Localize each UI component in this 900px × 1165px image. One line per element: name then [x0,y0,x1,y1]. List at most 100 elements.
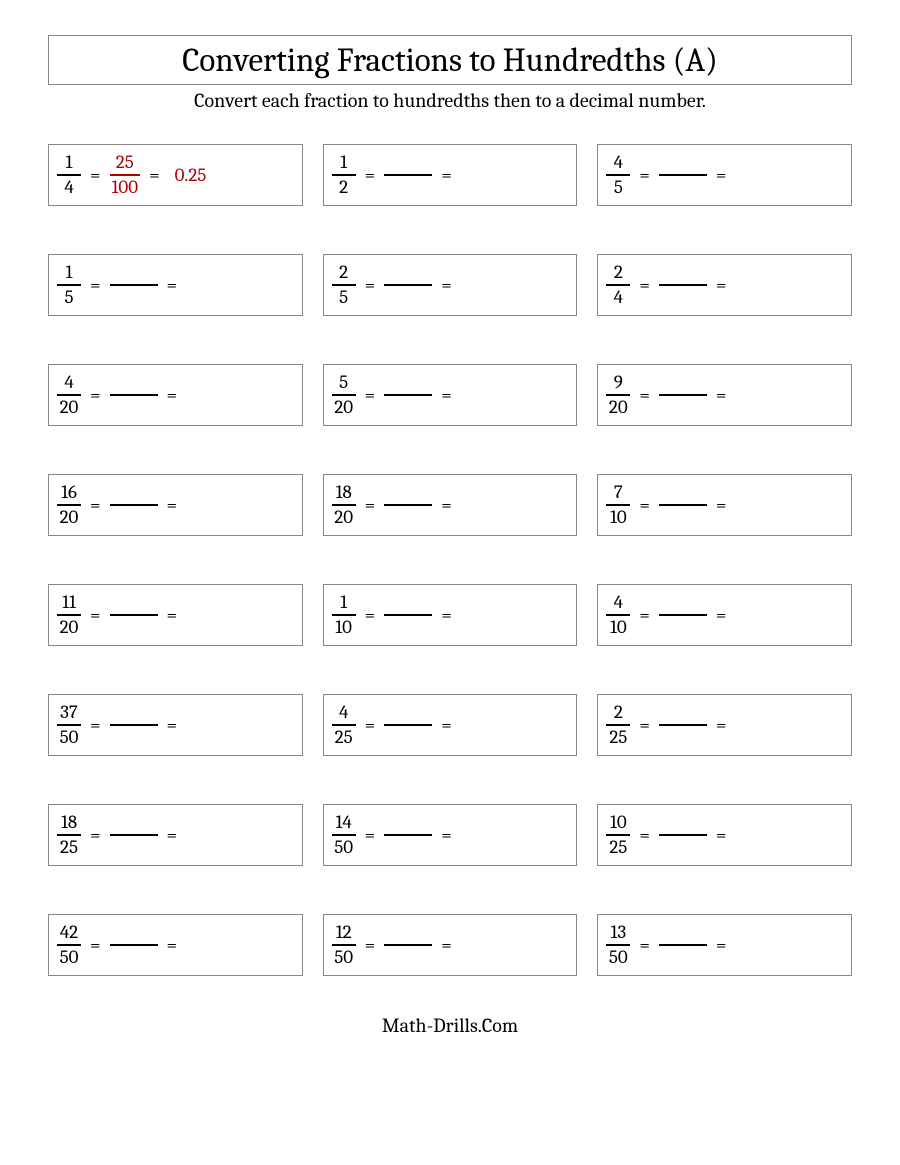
numerator: 4 [612,592,625,613]
equals-sign: = [441,164,452,186]
equals-sign: = [716,934,727,956]
numerator: 1 [64,262,75,283]
fraction: 1620 [57,482,81,527]
equals-sign: = [365,934,376,956]
answer-blank[interactable] [110,504,158,506]
answer-blank[interactable] [384,614,432,616]
answer-blank[interactable] [110,394,158,396]
equals-sign: = [639,604,650,626]
denominator: 10 [608,617,629,638]
equals-sign: = [716,274,727,296]
numerator: 10 [608,812,629,833]
answer-blank[interactable] [384,394,432,396]
denominator: 50 [332,837,355,858]
equals-sign: = [365,274,376,296]
denominator: 50 [607,947,630,968]
answer-blank[interactable] [659,724,707,726]
problem-cell: 520== [323,364,578,426]
title-box: Converting Fractions to Hundredths (A) [48,35,852,85]
numerator: 18 [59,812,79,833]
problem-cell: 425== [323,694,578,756]
answer-blank[interactable] [384,174,432,176]
answer-blank[interactable] [110,724,158,726]
problem-cell: 1825== [48,804,303,866]
denominator: 50 [58,727,81,748]
numerator: 18 [334,482,354,503]
equals-sign: = [365,714,376,736]
numerator: 1 [338,152,349,173]
denominator: 100 [110,177,141,198]
answer-blank[interactable] [110,944,158,946]
answer-blank[interactable] [384,284,432,286]
example-cell: 14=25100=0.25 [48,144,303,206]
fraction: 45 [606,152,630,197]
equals-sign: = [365,164,376,186]
equals-sign: = [639,384,650,406]
denominator: 50 [58,947,81,968]
denominator: 20 [58,507,81,528]
fraction: 420 [57,372,81,417]
equals-sign: = [716,164,727,186]
answer-blank[interactable] [110,834,158,836]
equals-sign: = [167,714,178,736]
numerator: 2 [337,262,350,283]
answer-blank[interactable] [659,504,707,506]
denominator: 4 [62,177,75,198]
problem-cell: 225== [597,694,852,756]
equals-sign: = [639,714,650,736]
numerator: 2 [612,702,625,723]
equals-sign: = [167,274,178,296]
numerator: 16 [59,482,79,503]
problem-cell: 1820== [323,474,578,536]
answer-blank[interactable] [384,834,432,836]
fraction: 12 [332,152,356,197]
answer-blank[interactable] [659,834,707,836]
equals-sign: = [90,494,101,516]
denominator: 25 [333,727,355,748]
answer-blank[interactable] [110,614,158,616]
problem-cell: 710== [597,474,852,536]
equals-sign: = [639,494,650,516]
equals-sign: = [90,934,101,956]
answer-blank[interactable] [384,944,432,946]
footer-text: Math-Drills.Com [48,1014,852,1037]
fraction: 410 [606,592,630,637]
numerator: 42 [58,922,80,943]
equals-sign: = [441,274,452,296]
problem-cell: 110== [323,584,578,646]
fraction: 1825 [57,812,81,857]
answer-blank[interactable] [659,614,707,616]
denominator: 20 [58,617,81,638]
numerator: 11 [60,592,78,613]
page-subtitle: Convert each fraction to hundredths then… [48,89,852,112]
equals-sign: = [441,604,452,626]
problem-cell: 1250== [323,914,578,976]
fraction: 225 [606,702,630,747]
fraction: 1120 [57,592,81,637]
denominator: 25 [607,727,629,748]
answer-blank[interactable] [659,944,707,946]
equals-sign: = [365,494,376,516]
answer-blank[interactable] [659,284,707,286]
fraction: 4250 [57,922,81,967]
denominator: 2 [337,177,350,198]
numerator: 4 [337,702,350,723]
denominator: 25 [607,837,629,858]
answer-blank[interactable] [384,504,432,506]
answer-blank[interactable] [659,174,707,176]
fraction: 110 [332,592,356,637]
equals-sign: = [365,824,376,846]
numerator: 5 [337,372,350,393]
fraction: 710 [606,482,630,527]
equals-sign: = [441,934,452,956]
denominator: 5 [337,287,350,308]
denominator: 20 [607,397,630,418]
fraction: 15 [57,262,81,307]
equals-sign: = [90,384,101,406]
answer-blank[interactable] [110,284,158,286]
answer-blank[interactable] [659,394,707,396]
problem-cell: 1450== [323,804,578,866]
equals-sign: = [441,824,452,846]
answer-blank[interactable] [384,724,432,726]
numerator: 4 [62,372,75,393]
